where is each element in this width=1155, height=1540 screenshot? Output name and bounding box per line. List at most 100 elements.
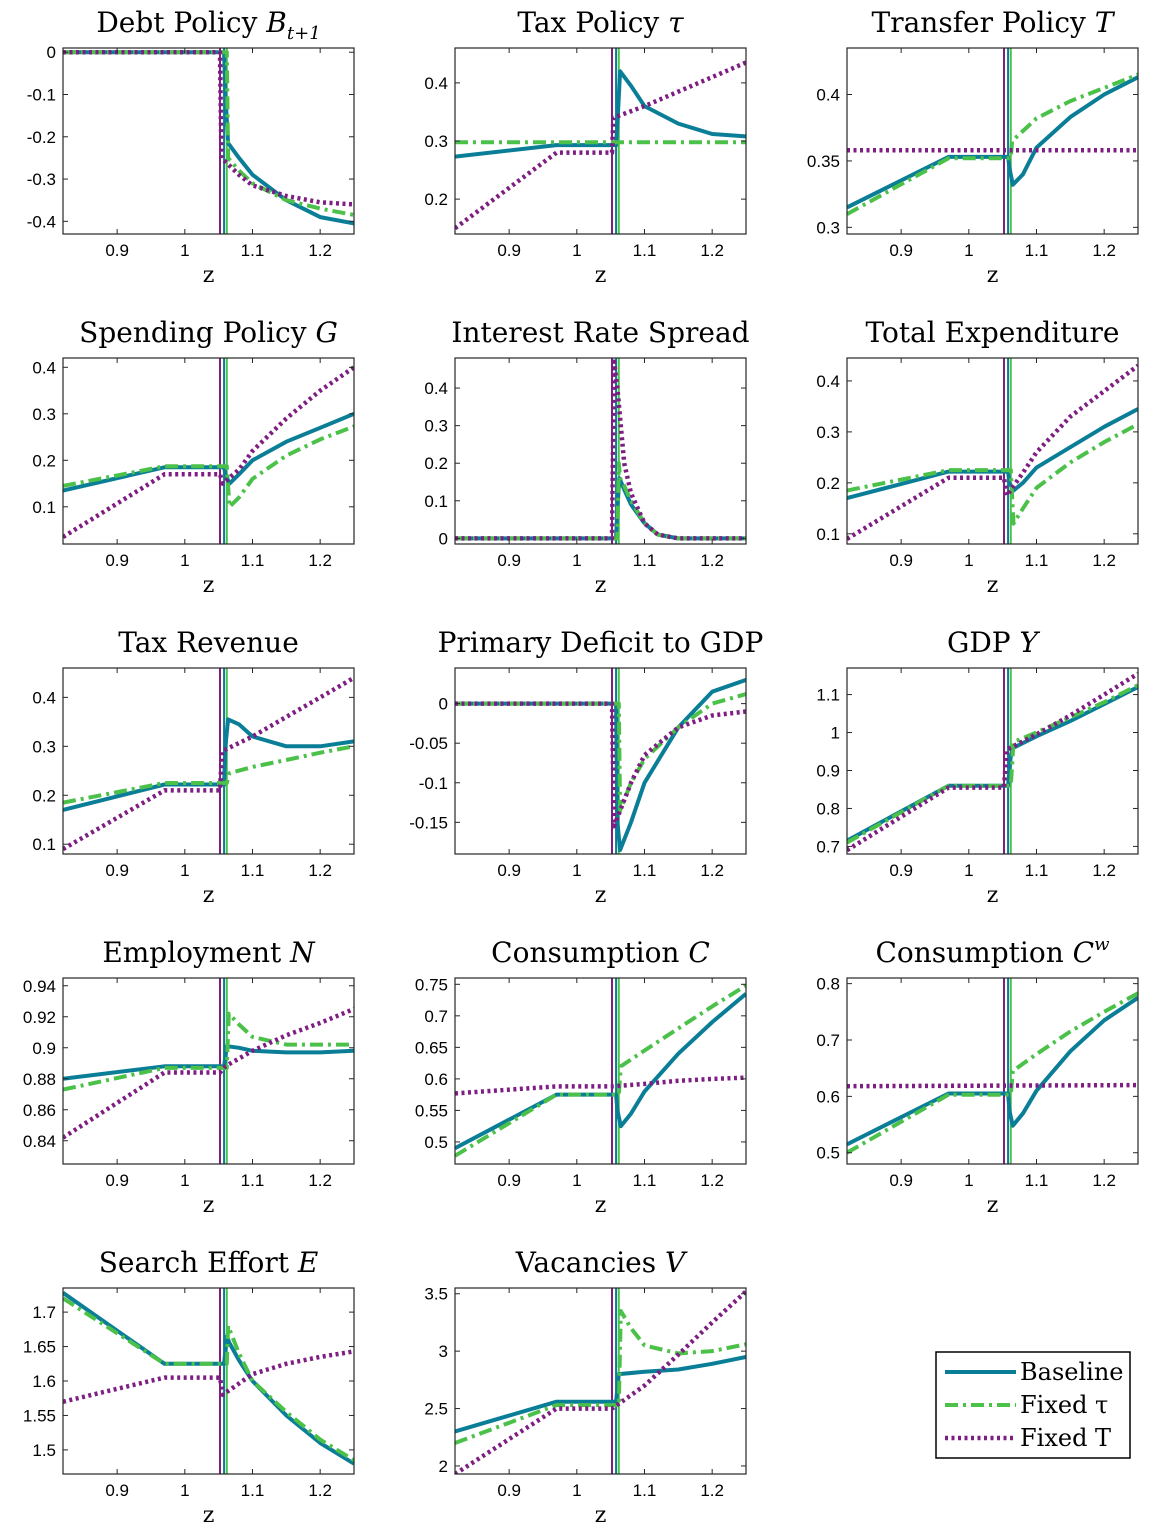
y-tick-label: 0.5	[816, 1144, 840, 1163]
x-tick-label: 1.1	[1025, 861, 1049, 880]
y-tick-label: 0.3	[32, 737, 56, 756]
legend-label: Fixed T	[1020, 1424, 1111, 1452]
x-tick-label: 1	[180, 551, 189, 570]
x-tick-label: 1.1	[241, 861, 265, 880]
chart-panel: GDP Y 0.9 1 1.1 1.2 0.7 0.8 0.9 1 1.1 z	[816, 626, 1139, 908]
y-tick-label: 0.4	[32, 688, 56, 707]
axes-box	[62, 357, 355, 545]
y-tick-label: 0.7	[424, 1007, 448, 1026]
chart-title-superscript: w	[1094, 934, 1110, 955]
x-tick-label: 1.2	[1092, 241, 1116, 260]
y-tick-label: 2	[439, 1457, 448, 1476]
series-line-fixed-tau	[455, 983, 746, 1158]
chart-title: Consumption C	[491, 936, 710, 969]
y-tick-label: 1.7	[32, 1303, 56, 1322]
chart-title: Interest Rate Spread	[451, 316, 749, 349]
y-tick-label: -0.05	[409, 734, 448, 753]
x-tick-label: 1.1	[241, 1481, 265, 1500]
x-tick-label: 1.2	[700, 1481, 724, 1500]
series-line-fixed-tau	[455, 692, 746, 813]
chart-title: Spending Policy G	[79, 316, 338, 349]
series-line-baseline	[455, 678, 746, 852]
y-tick-label: 0.2	[32, 786, 56, 805]
chart-title-math: C	[688, 936, 709, 969]
x-tick-label: 1	[964, 551, 973, 570]
y-tick-label: 1.5	[32, 1441, 56, 1460]
y-tick-label: 0.2	[816, 474, 840, 493]
chart-title-math: G	[315, 316, 337, 349]
chart-title: Tax Policy τ	[517, 6, 684, 39]
series-line-fixed-tau	[455, 461, 746, 541]
chart-title: Vacancies V	[515, 1246, 688, 1279]
x-tick-label: 1.2	[308, 1171, 332, 1190]
chart-title: Search Effort E	[99, 1246, 319, 1279]
x-axis-label: z	[203, 883, 215, 908]
series-line-baseline	[455, 992, 746, 1150]
series-line-fixed-T	[455, 359, 746, 541]
x-tick-label: 1.1	[241, 241, 265, 260]
y-tick-label: 0	[47, 43, 56, 62]
series-line-fixed-tau	[847, 422, 1138, 526]
axes-box	[454, 1287, 747, 1475]
y-tick-label: 0.6	[424, 1070, 448, 1089]
x-tick-label: 1	[964, 241, 973, 260]
y-tick-label: 0	[439, 695, 448, 714]
series-line-baseline	[63, 717, 354, 812]
axes-box	[454, 977, 747, 1165]
y-tick-label: 1.65	[23, 1338, 56, 1357]
x-axis-label: z	[987, 573, 999, 598]
x-axis-label: z	[203, 1503, 215, 1528]
y-tick-label: 0.1	[32, 498, 56, 517]
series-line-fixed-T	[455, 701, 746, 829]
y-tick-label: 0.35	[807, 152, 840, 171]
chart-panel: Consumption C 0.9 1 1.1 1.2 0.5 0.55 0.6 0.65 0.7…	[415, 936, 747, 1218]
x-tick-label: 1	[572, 241, 581, 260]
x-axis-label: z	[203, 573, 215, 598]
x-tick-label: 1.1	[633, 861, 657, 880]
x-tick-label: 1.2	[308, 861, 332, 880]
y-tick-label: 0.7	[816, 837, 840, 856]
series-line-fixed-T	[847, 1082, 1138, 1089]
x-tick-label: 1.1	[633, 551, 657, 570]
series-line-baseline	[847, 685, 1138, 843]
y-tick-label: 3.5	[424, 1285, 448, 1304]
x-tick-label: 1.2	[1092, 551, 1116, 570]
chart-panel: Employment N 0.9 1 1.1 1.2 0.84 0.86 0.88 0.9 0.9…	[23, 936, 355, 1218]
x-tick-label: 1	[572, 551, 581, 570]
y-tick-label: 0.86	[23, 1101, 56, 1120]
series-line-fixed-tau	[847, 72, 1138, 216]
x-tick-label: 1	[180, 1481, 189, 1500]
chart-title-math: Y	[1020, 626, 1041, 659]
chart-title-math: B	[265, 6, 287, 39]
chart-title: Total Expenditure	[865, 316, 1119, 349]
y-tick-label: 0.1	[816, 525, 840, 544]
axes-box	[62, 47, 355, 235]
x-tick-label: 0.9	[497, 1171, 521, 1190]
series-line-baseline	[63, 1291, 354, 1466]
y-tick-label: 0.3	[424, 132, 448, 151]
x-tick-label: 1.1	[633, 1171, 657, 1190]
legend: Baseline Fixed τ Fixed T	[935, 1351, 1131, 1459]
y-tick-label: 0.65	[415, 1038, 448, 1057]
x-tick-label: 1.2	[1092, 1171, 1116, 1190]
series-line-fixed-T	[63, 365, 354, 539]
x-tick-label: 1	[180, 1171, 189, 1190]
chart-title-math: N	[289, 936, 316, 969]
x-tick-label: 0.9	[497, 551, 521, 570]
x-tick-label: 1.1	[1025, 551, 1049, 570]
series-line-fixed-T	[847, 671, 1138, 853]
y-tick-label: 0.4	[816, 86, 840, 105]
x-tick-label: 1.1	[241, 1171, 265, 1190]
x-tick-label: 1.1	[1025, 1171, 1049, 1190]
y-tick-label: 0.8	[816, 799, 840, 818]
y-tick-label: -0.2	[27, 128, 56, 147]
axes-box	[846, 47, 1139, 235]
chart-panel: Transfer Policy T 0.9 1 1.1 1.2 0.3 0.35 0.4 z	[807, 6, 1139, 288]
y-tick-label: 0.88	[23, 1070, 56, 1089]
x-tick-label: 0.9	[889, 861, 913, 880]
x-axis-label: z	[595, 1193, 607, 1218]
series-line-fixed-tau	[63, 744, 354, 805]
x-tick-label: 1	[964, 861, 973, 880]
x-tick-label: 1.2	[700, 551, 724, 570]
